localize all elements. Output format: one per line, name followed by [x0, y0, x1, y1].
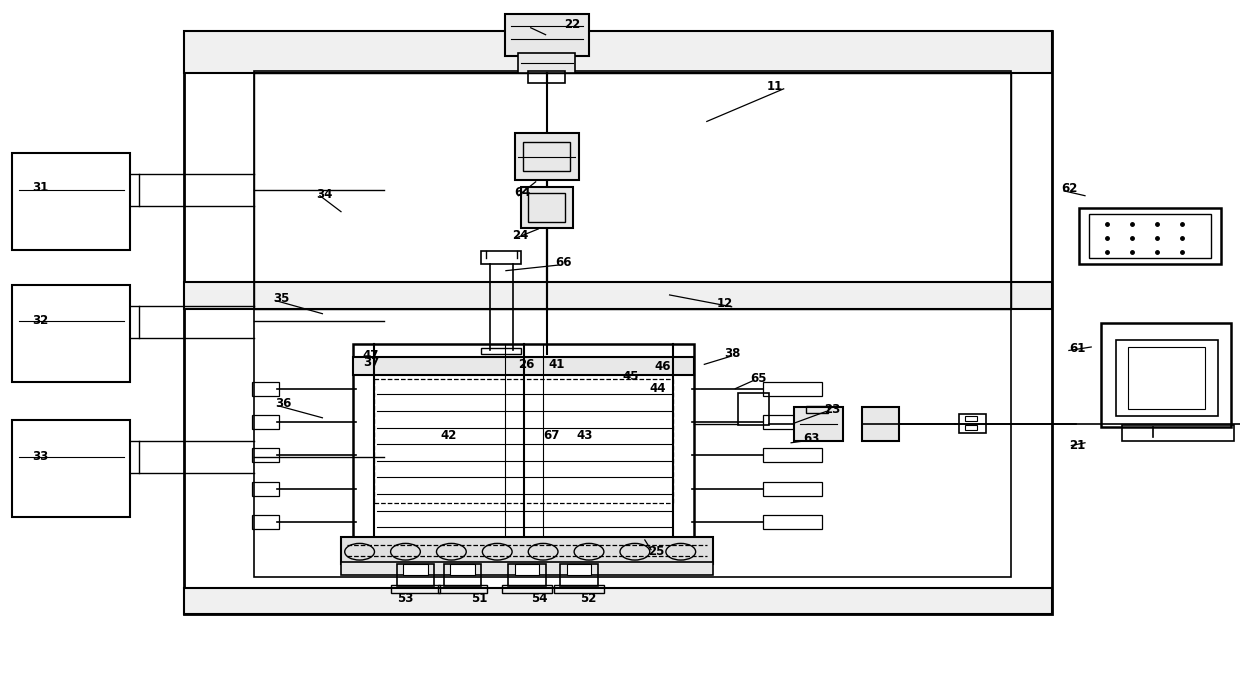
Bar — [1122, 425, 1234, 441]
Bar — [515, 564, 539, 575]
Bar — [254, 73, 1011, 309]
Bar — [528, 193, 565, 222]
Bar — [1101, 323, 1231, 427]
Text: 62: 62 — [1061, 183, 1078, 195]
Bar — [481, 251, 521, 264]
Bar — [12, 153, 130, 250]
Text: 34: 34 — [316, 188, 332, 201]
Bar — [12, 285, 130, 382]
Text: 35: 35 — [273, 292, 289, 305]
Text: 24: 24 — [512, 230, 528, 242]
Bar — [341, 537, 713, 564]
Bar — [450, 564, 475, 575]
Text: 23: 23 — [825, 403, 841, 416]
Bar — [528, 71, 565, 83]
Text: 66: 66 — [556, 256, 572, 269]
Text: 37: 37 — [363, 356, 379, 369]
Text: 52: 52 — [580, 592, 596, 604]
Bar — [184, 282, 1052, 309]
Bar — [1089, 214, 1211, 258]
Bar — [794, 407, 843, 441]
Text: 44: 44 — [650, 382, 666, 395]
Bar — [1128, 347, 1205, 409]
Bar — [806, 406, 828, 413]
Bar — [505, 14, 589, 56]
Bar — [763, 515, 822, 529]
Text: 61: 61 — [1069, 342, 1085, 355]
Bar — [763, 415, 822, 429]
Bar — [353, 344, 694, 538]
Bar — [252, 382, 279, 396]
Text: 47: 47 — [362, 349, 378, 362]
Bar — [763, 448, 822, 462]
Bar — [353, 357, 694, 375]
Text: 36: 36 — [275, 398, 291, 410]
Bar — [523, 142, 570, 171]
Text: 11: 11 — [766, 81, 782, 93]
Bar — [508, 564, 546, 586]
Text: 42: 42 — [440, 430, 456, 442]
Bar — [1116, 340, 1218, 416]
Text: 43: 43 — [577, 430, 593, 442]
Bar — [341, 562, 713, 575]
Bar — [252, 448, 279, 462]
Bar — [560, 564, 598, 586]
Text: 32: 32 — [32, 314, 48, 327]
Bar — [763, 382, 822, 396]
Text: 12: 12 — [717, 298, 733, 310]
Bar — [521, 187, 573, 228]
Bar — [567, 564, 591, 575]
Bar — [252, 415, 279, 429]
Bar — [481, 348, 521, 354]
Bar — [403, 564, 428, 575]
Text: 33: 33 — [32, 450, 48, 463]
Bar — [12, 420, 130, 517]
Bar — [397, 564, 434, 586]
Bar — [254, 71, 1011, 577]
Bar — [965, 425, 977, 430]
Text: 25: 25 — [649, 545, 665, 558]
Bar — [252, 482, 279, 496]
Bar — [438, 585, 487, 593]
Text: 46: 46 — [655, 360, 671, 373]
Bar — [184, 31, 1052, 73]
Bar — [738, 393, 769, 425]
Bar — [518, 53, 575, 73]
Text: 65: 65 — [750, 372, 766, 384]
Text: 26: 26 — [518, 358, 534, 371]
Text: 22: 22 — [564, 18, 580, 31]
Bar — [184, 588, 1052, 614]
Bar — [252, 515, 279, 529]
Text: 21: 21 — [1069, 439, 1085, 452]
Text: 31: 31 — [32, 181, 48, 194]
Bar — [184, 31, 1052, 614]
Text: 64: 64 — [515, 187, 531, 199]
Bar — [391, 585, 440, 593]
Bar — [965, 416, 977, 421]
Text: 51: 51 — [471, 592, 487, 604]
Bar — [862, 407, 899, 441]
Bar — [1079, 208, 1221, 264]
Text: 63: 63 — [804, 432, 820, 445]
Bar — [554, 585, 604, 593]
Bar — [502, 585, 552, 593]
Text: 45: 45 — [622, 370, 639, 382]
Bar — [763, 482, 822, 496]
Bar — [515, 133, 579, 180]
Text: 38: 38 — [724, 348, 740, 360]
Text: 53: 53 — [397, 592, 413, 604]
Text: 54: 54 — [531, 592, 547, 604]
Text: 67: 67 — [543, 430, 559, 442]
Text: 41: 41 — [548, 358, 564, 371]
Bar — [444, 564, 481, 586]
Bar — [959, 414, 986, 433]
